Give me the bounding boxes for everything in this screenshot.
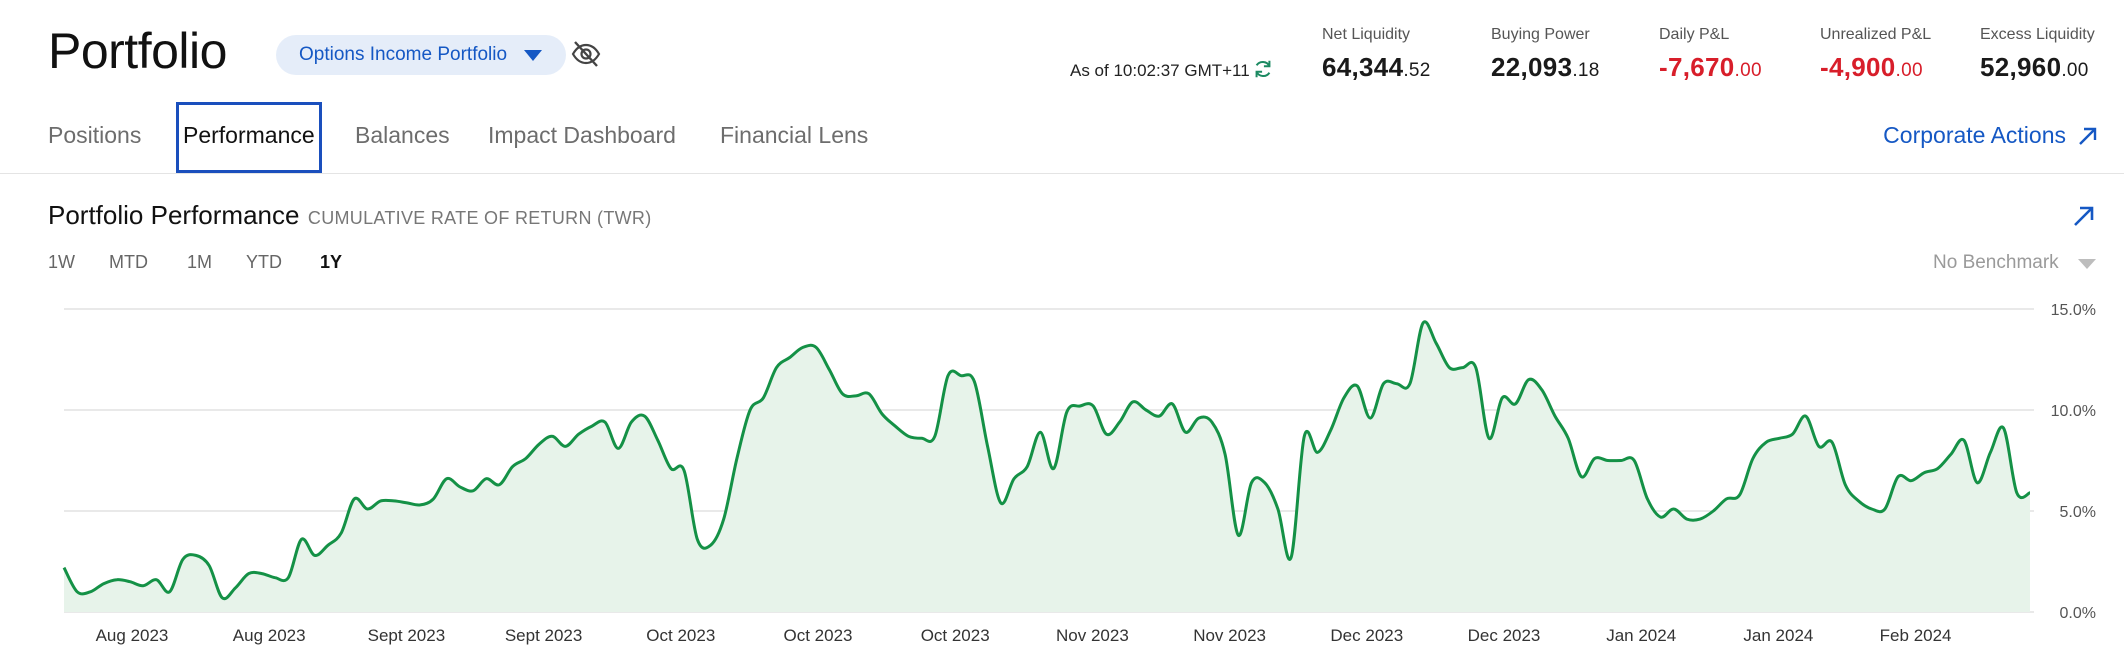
metric-excess-liquidity: Excess Liquidity 52,960.00 — [1980, 26, 2095, 83]
chart-series-line — [62, 320, 2031, 601]
metric-label: Net Liquidity — [1322, 26, 1411, 43]
metric-value: 52,960.00 — [1980, 52, 2089, 82]
range-1w[interactable]: 1W — [48, 252, 75, 272]
tab-financial-lens[interactable]: Financial Lens — [720, 122, 869, 148]
tab-balances[interactable]: Balances — [355, 122, 450, 148]
x-tick-label: Feb 2024 — [1880, 626, 1952, 645]
refresh-icon[interactable] — [1252, 58, 1274, 80]
metric-buying-power: Buying Power 22,093.18 — [1491, 26, 1600, 83]
account-select[interactable]: Options Income Portfolio — [276, 35, 566, 75]
metric-value: 64,344.52 — [1322, 52, 1431, 82]
caret-down-icon — [2078, 259, 2096, 269]
x-tick-label: Jan 2024 — [1743, 626, 1813, 645]
x-tick-label: Dec 2023 — [1330, 626, 1403, 645]
tab-positions[interactable]: Positions — [48, 122, 142, 148]
as-of-timestamp: As of 10:02:37 GMT+11 — [1070, 61, 1250, 80]
corporate-actions-link[interactable]: Corporate Actions — [1883, 122, 2098, 149]
range-1y[interactable]: 1Y — [320, 252, 343, 272]
x-tick-label: Sept 2023 — [368, 626, 446, 645]
benchmark-select[interactable]: No Benchmark — [1933, 252, 2059, 273]
x-tick-label: Oct 2023 — [784, 626, 853, 645]
metric-value: -7,670.00 — [1659, 52, 1762, 82]
range-1m[interactable]: 1M — [187, 252, 213, 272]
metric-label: Buying Power — [1491, 26, 1590, 43]
performance-subtitle: CUMULATIVE RATE OF RETURN (TWR) — [307, 208, 652, 228]
metric-unrealized-pnl: Unrealized P&L -4,900.00 — [1820, 26, 1931, 83]
metric-value: -4,900.00 — [1820, 52, 1923, 82]
eye-slash-icon[interactable] — [570, 38, 602, 70]
x-tick-label: Dec 2023 — [1468, 626, 1541, 645]
x-tick-label: Oct 2023 — [921, 626, 990, 645]
expand-icon[interactable] — [2072, 204, 2096, 228]
account-select-label: Options Income Portfolio — [299, 44, 508, 65]
y-tick-label: 15.0% — [2051, 302, 2096, 319]
x-tick-label: Jan 2024 — [1606, 626, 1676, 645]
corporate-actions-label: Corporate Actions — [1883, 122, 2066, 148]
chart-area-fill — [64, 321, 2030, 612]
y-tick-label: 0.0% — [2060, 605, 2096, 622]
y-tick-label: 10.0% — [2051, 403, 2096, 420]
x-tick-label: Aug 2023 — [96, 626, 169, 645]
arrow-up-right-icon — [2079, 127, 2097, 145]
page-title: Portfolio — [48, 23, 227, 79]
metric-daily-pnl: Daily P&L -7,670.00 — [1659, 26, 1762, 83]
caret-down-icon — [524, 50, 542, 61]
metric-label: Daily P&L — [1659, 26, 1730, 43]
performance-heading: Portfolio Performance CUMULATIVE RATE OF… — [48, 200, 652, 231]
metric-net-liquidity: Net Liquidity 64,344.52 — [1322, 26, 1431, 83]
tab-bar: Positions Performance Balances Impact Da… — [0, 100, 2124, 174]
range-mtd[interactable]: MTD — [109, 252, 148, 272]
metric-label: Excess Liquidity — [1980, 26, 2095, 43]
metric-label: Unrealized P&L — [1820, 26, 1932, 43]
metric-value: 22,093.18 — [1491, 52, 1600, 82]
range-ytd[interactable]: YTD — [246, 252, 282, 272]
x-tick-label: Aug 2023 — [233, 626, 306, 645]
y-tick-label: 5.0% — [2060, 504, 2096, 521]
x-tick-label: Sept 2023 — [505, 626, 583, 645]
x-tick-label: Nov 2023 — [1056, 626, 1129, 645]
performance-title: Portfolio Performance — [48, 200, 300, 230]
tab-performance[interactable]: Performance — [176, 102, 322, 173]
x-tick-label: Oct 2023 — [646, 626, 715, 645]
x-tick-label: Nov 2023 — [1193, 626, 1266, 645]
performance-chart: 0.0% 5.0% 10.0% 15.0% Aug 2023 Aug 2023 Sept … — [62, 302, 2096, 645]
tab-impact-dashboard[interactable]: Impact Dashboard — [488, 122, 676, 148]
